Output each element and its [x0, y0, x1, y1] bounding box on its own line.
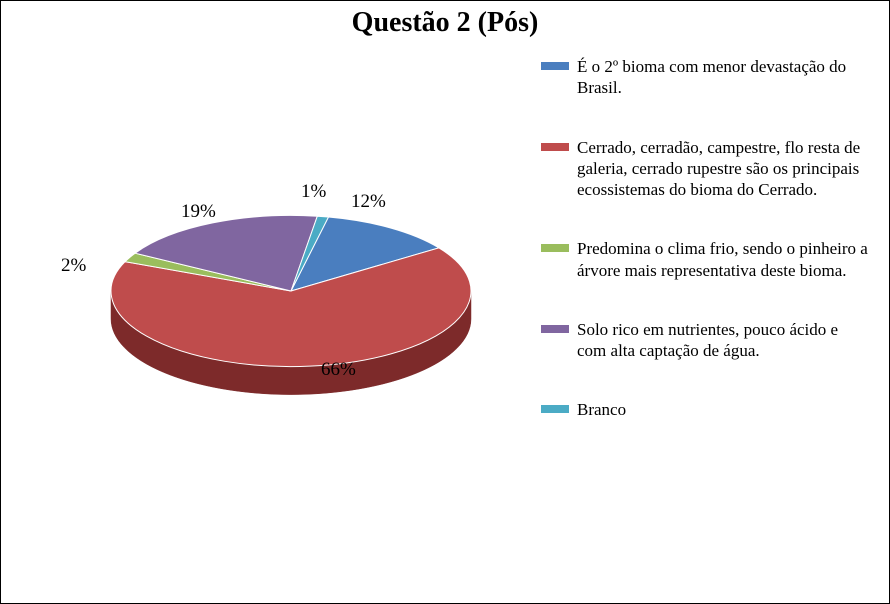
legend-swatch-solo-rico-nutrientes: [541, 325, 569, 333]
legend-label-clima-frio-pinheiro: Predomina o clima frio, sendo o pinheiro…: [577, 238, 871, 281]
legend-item-branco: Branco: [541, 399, 871, 420]
legend-label-bioma-menor-devastacao: É o 2º bioma com menor devastação do Bra…: [577, 56, 871, 99]
data-label-branco: 1%: [301, 181, 326, 203]
chart-frame: Questão 2 (Pós) 12% 66% 2% 19% 1% É o 2º bio…: [0, 0, 890, 604]
legend-label-branco: Branco: [577, 399, 871, 420]
chart-title: Questão 2 (Pós): [1, 7, 889, 39]
data-label-bioma-menor-devastacao: 12%: [351, 191, 386, 213]
data-label-solo-rico-nutrientes: 19%: [181, 201, 216, 223]
legend-label-ecossistemas-cerrado: Cerrado, cerradão, campestre, flo resta …: [577, 137, 871, 201]
data-label-clima-frio-pinheiro: 2%: [61, 255, 86, 277]
legend-swatch-branco: [541, 405, 569, 413]
legend-swatch-clima-frio-pinheiro: [541, 244, 569, 252]
legend-item-solo-rico-nutrientes: Solo rico em nutrientes, pouco ácido e c…: [541, 319, 871, 362]
legend-item-ecossistemas-cerrado: Cerrado, cerradão, campestre, flo resta …: [541, 137, 871, 201]
data-label-ecossistemas-cerrado: 66%: [321, 359, 356, 381]
legend-item-clima-frio-pinheiro: Predomina o clima frio, sendo o pinheiro…: [541, 238, 871, 281]
legend: É o 2º bioma com menor devastação do Bra…: [541, 56, 871, 459]
legend-label-solo-rico-nutrientes: Solo rico em nutrientes, pouco ácido e c…: [577, 319, 871, 362]
legend-swatch-bioma-menor-devastacao: [541, 62, 569, 70]
legend-swatch-ecossistemas-cerrado: [541, 143, 569, 151]
pie-chart-area: 12% 66% 2% 19% 1%: [21, 121, 521, 561]
legend-item-bioma-menor-devastacao: É o 2º bioma com menor devastação do Bra…: [541, 56, 871, 99]
pie-chart-svg: [21, 121, 521, 561]
